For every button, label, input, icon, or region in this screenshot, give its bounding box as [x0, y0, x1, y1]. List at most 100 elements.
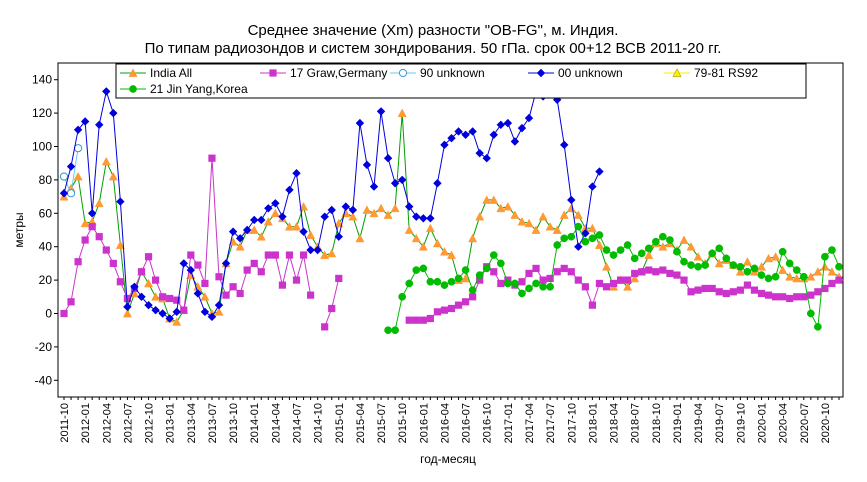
data-point [594, 240, 604, 249]
data-point [256, 232, 266, 241]
data-point [764, 291, 773, 299]
chart-title: Среднее значение (Xm) разности "OB-FG", … [248, 22, 619, 39]
data-point [144, 300, 153, 310]
x-tick-label: 2013-04 [186, 403, 198, 443]
data-point [384, 326, 392, 335]
data-point [806, 272, 816, 281]
data-point [292, 276, 301, 284]
data-point [292, 169, 301, 178]
data-point [180, 306, 188, 314]
data-point [694, 262, 702, 271]
x-tick-label: 2018-01 [587, 403, 599, 443]
data-point [257, 268, 265, 276]
x-tick-label: 2019-04 [693, 403, 705, 443]
data-point [299, 201, 309, 211]
data-point [602, 283, 611, 291]
data-point [503, 201, 513, 211]
data-point [440, 306, 449, 314]
data-point [475, 148, 484, 158]
data-point [490, 268, 498, 276]
x-tick-label: 2019-10 [735, 403, 747, 443]
data-point [243, 266, 251, 274]
y-tick-label: 40 [39, 240, 53, 254]
data-point [736, 262, 745, 271]
data-point [74, 258, 82, 266]
data-point [376, 107, 386, 116]
y-tick-label: 100 [32, 140, 52, 154]
y-tick-label: 80 [39, 173, 53, 187]
data-point [644, 250, 654, 259]
data-point [538, 212, 548, 221]
data-point [489, 195, 499, 204]
data-point [546, 282, 554, 291]
data-point [729, 261, 738, 269]
data-point [116, 278, 124, 286]
plot-frame [57, 62, 844, 398]
data-point [412, 316, 420, 324]
data-point [595, 279, 604, 288]
data-point [66, 189, 76, 198]
data-point [587, 223, 597, 233]
data-point [214, 300, 224, 310]
data-point [468, 286, 477, 294]
data-point [573, 210, 583, 219]
data-point [271, 251, 279, 259]
data-point [454, 127, 463, 136]
data-point [828, 246, 836, 254]
data-point [130, 282, 139, 291]
data-point [398, 292, 407, 301]
data-point [482, 153, 491, 163]
x-tick-label: 2015-10 [397, 403, 409, 443]
data-point [454, 274, 463, 283]
data-point [476, 276, 484, 284]
data-point [504, 279, 512, 288]
x-tick-label: 2015-07 [376, 403, 388, 443]
data-point [418, 242, 428, 251]
data-point [285, 251, 294, 259]
data-point [390, 203, 400, 213]
legend-box [115, 63, 807, 99]
data-point [433, 277, 442, 286]
data-point [186, 265, 196, 275]
data-point [595, 167, 604, 176]
data-point [553, 268, 561, 276]
data-point [567, 268, 575, 276]
data-point [419, 214, 428, 223]
data-point [425, 223, 435, 233]
data-point [566, 203, 576, 213]
data-point [835, 262, 843, 271]
legend-entry: 90 unknown [390, 66, 485, 80]
data-point [461, 130, 470, 140]
data-point [510, 210, 520, 219]
data-point [539, 282, 547, 291]
data-point [489, 251, 498, 259]
legend-entry: India All [120, 66, 192, 80]
data-point [785, 272, 795, 281]
data-point [778, 247, 787, 256]
data-point [821, 252, 829, 261]
data-point [511, 279, 519, 288]
data-point [786, 294, 794, 303]
data-point [602, 246, 611, 254]
legend-marker [269, 69, 277, 77]
data-point [821, 284, 829, 293]
data-point [553, 241, 562, 249]
data-point [835, 276, 843, 284]
x-tick-label: 2018-07 [630, 403, 642, 443]
data-point [73, 144, 83, 153]
data-point [81, 236, 89, 244]
data-point [574, 276, 582, 284]
data-point [687, 288, 695, 296]
data-point [517, 123, 527, 133]
y-tick-label: -20 [35, 340, 53, 354]
data-point [257, 215, 266, 225]
data-point [327, 248, 337, 258]
data-point [581, 283, 589, 291]
data-point [601, 262, 612, 271]
data-point [73, 171, 83, 181]
data-point [701, 261, 709, 269]
data-point [313, 245, 322, 255]
x-tick-label: 2011-10 [59, 403, 71, 443]
data-point [792, 266, 801, 274]
